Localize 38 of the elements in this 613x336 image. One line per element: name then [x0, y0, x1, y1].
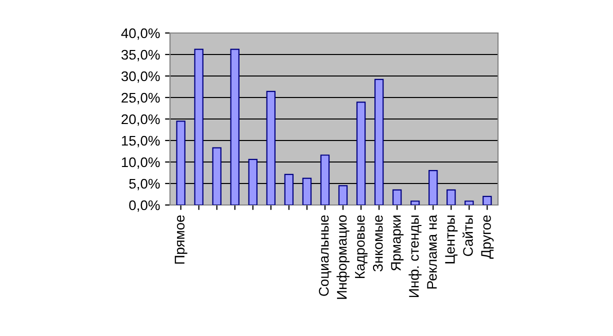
bar — [194, 48, 204, 205]
x-tick-label: Ярмарки — [391, 216, 404, 271]
bar — [428, 170, 438, 205]
x-tick-label: Кадровые — [355, 215, 368, 278]
y-tick-label: 20,0% — [122, 114, 160, 126]
bar — [464, 200, 474, 205]
bar — [320, 154, 330, 205]
x-tick-label: Реклама на — [427, 214, 437, 289]
bar — [230, 48, 240, 205]
x-tick-label: Сайты — [462, 216, 473, 256]
y-tick-label: 5,0% — [129, 178, 160, 190]
bar — [374, 78, 384, 205]
y-tick-label: 35,0% — [121, 50, 160, 62]
y-tick-label: 15,0% — [122, 136, 160, 148]
bar — [392, 189, 402, 205]
y-tick-label: 10,0% — [122, 157, 160, 169]
y-tick-label: 0,0% — [129, 200, 160, 212]
x-tick-label: Другое — [481, 215, 494, 259]
x-tick-label: Инф. стенды — [408, 216, 422, 298]
y-tick-label: 40,0% — [121, 28, 160, 40]
bar — [338, 185, 348, 205]
bar — [176, 120, 186, 205]
bar — [248, 158, 258, 205]
bar — [410, 200, 420, 205]
bar — [482, 196, 492, 205]
bar — [446, 189, 456, 205]
x-tick-label: Центры — [445, 216, 458, 264]
y-tick-label: 25,0% — [122, 92, 160, 104]
x-tick-label: Знкомые — [372, 215, 383, 272]
bar — [356, 102, 366, 205]
bar — [284, 174, 294, 205]
x-tick-label: Информацио — [336, 215, 350, 299]
x-tick-label: Прямое — [174, 215, 188, 264]
bar — [212, 147, 222, 205]
y-tick-label: 30,0% — [121, 71, 160, 83]
x-tick-label: Социальные — [318, 215, 332, 296]
bar — [266, 90, 276, 205]
bar — [302, 178, 312, 205]
